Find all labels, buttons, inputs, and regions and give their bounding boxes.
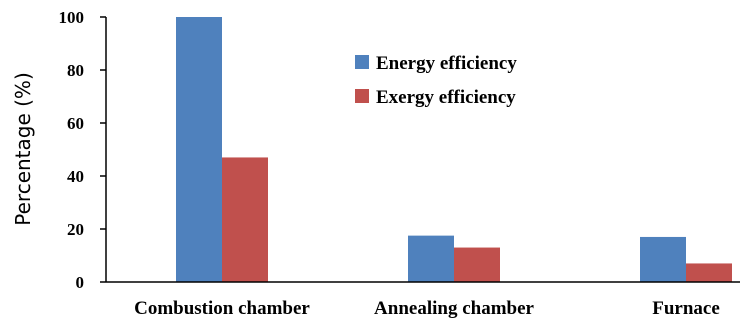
category-labels: Combustion chamber Annealing chamber Furna… [134, 298, 720, 319]
y-axis-ticks: 0 20 40 60 80 100 [59, 8, 106, 292]
legend-swatch [355, 89, 369, 103]
legend: Energy efficiency Exergy efficiency [355, 53, 517, 108]
y-tick-label: 0 [76, 273, 85, 292]
y-axis-title: Percentage (%) [11, 72, 35, 225]
bar-energy-2 [640, 236, 686, 282]
bar-energy-1 [408, 235, 454, 282]
bars [176, 17, 732, 282]
y-tick-label: 80 [67, 61, 84, 80]
legend-label: Exergy efficiency [376, 87, 516, 108]
x-category-label: Combustion chamber [134, 298, 310, 319]
bar-exergy-1 [454, 247, 500, 282]
x-category-label: Furnace [652, 298, 720, 319]
y-tick-label: 60 [67, 114, 84, 133]
y-tick-label: 40 [67, 167, 84, 186]
x-category-label: Annealing chamber [374, 298, 534, 319]
bar-energy-0 [176, 17, 222, 282]
y-tick-label: 20 [67, 220, 84, 239]
bar-exergy-0 [222, 157, 268, 282]
y-tick-label: 100 [59, 8, 85, 27]
bar-exergy-2 [686, 263, 732, 282]
legend-label: Energy efficiency [376, 53, 517, 74]
legend-swatch [355, 55, 369, 69]
